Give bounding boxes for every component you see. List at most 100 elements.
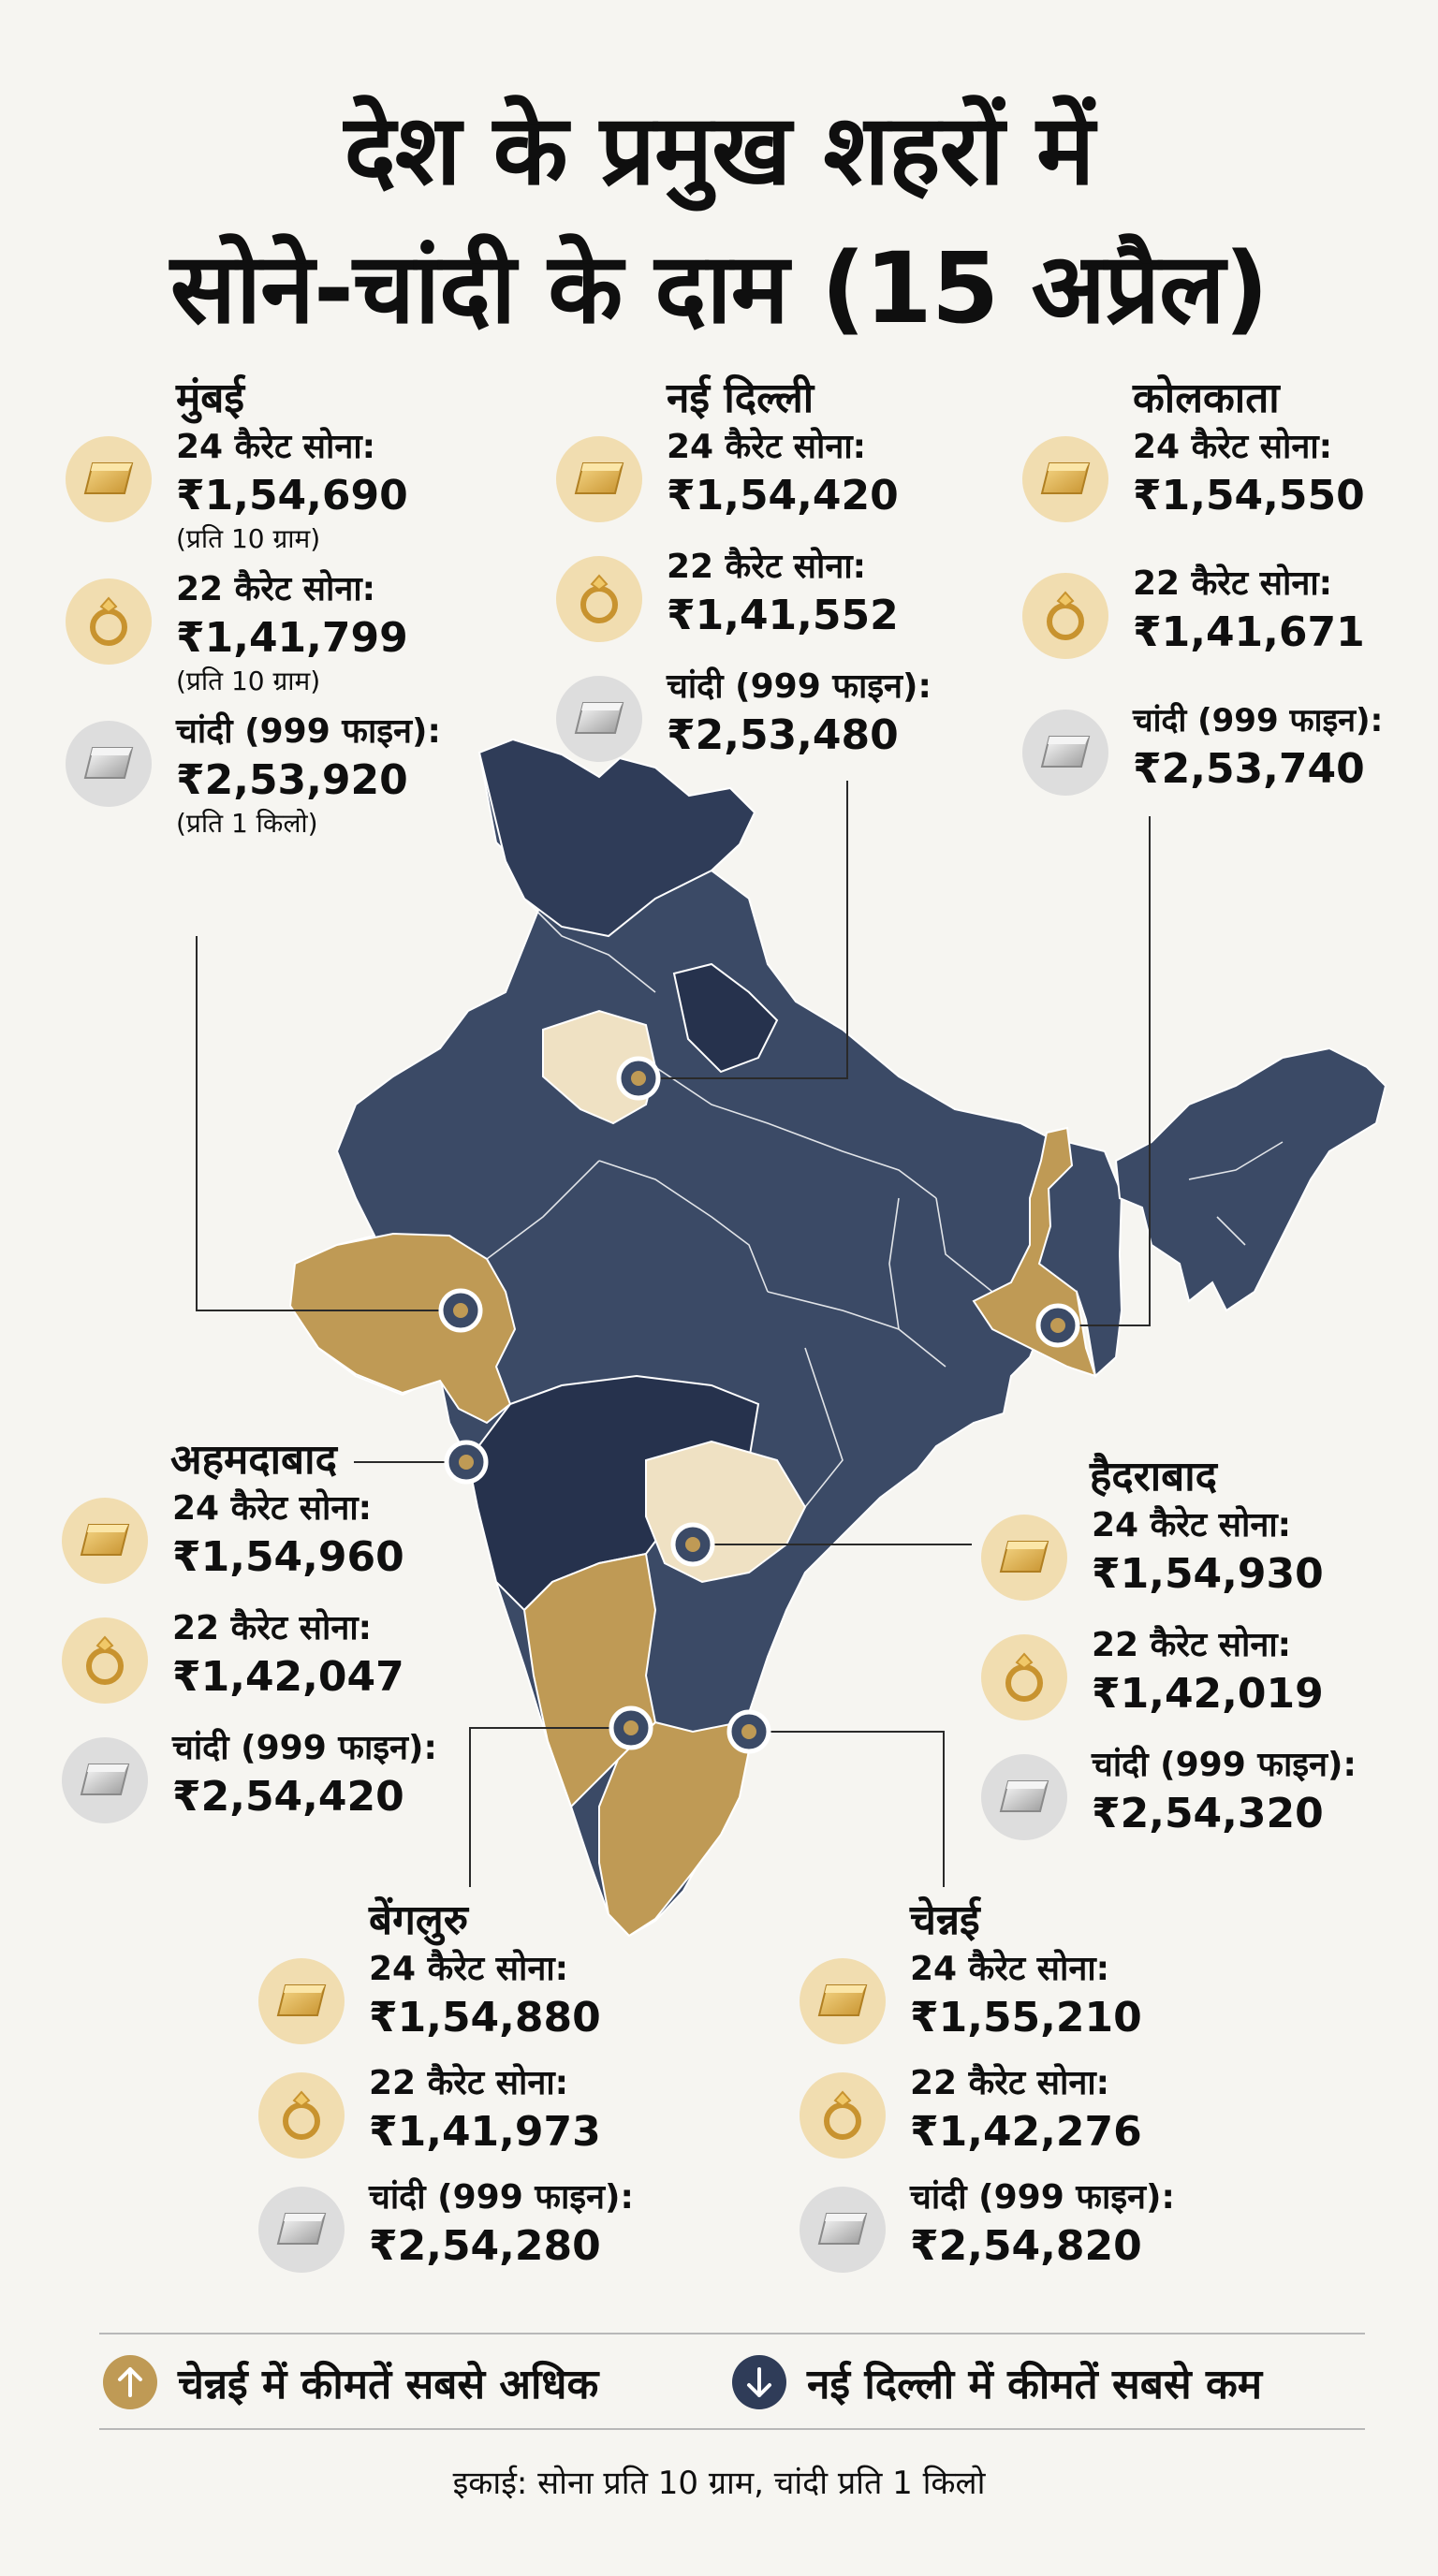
- price-row-gold22: 22 कैरेट सोना: ₹1,42,047: [62, 1606, 502, 1726]
- silver-bar-icon: [62, 1737, 148, 1823]
- marker-hyderabad: [670, 1522, 715, 1567]
- gold-bar-icon: [981, 1515, 1067, 1601]
- price-unit: (प्रति 1 किलो): [176, 808, 318, 839]
- marker-ahmedabad: [444, 1440, 489, 1485]
- city-panel-ahmedabad: अहमदाबाद 24 कैरेट सोना: ₹1,54,960 22 कैर…: [62, 1434, 502, 1846]
- gold-bar-icon: [800, 1958, 886, 2044]
- gold-bar-icon: [1022, 436, 1108, 522]
- silver-bar-icon: [556, 676, 642, 762]
- price-value: ₹1,55,210: [910, 1994, 1142, 2042]
- price-row-silver: चांदी (999 फाइन): ₹2,53,740: [1022, 698, 1425, 835]
- price-value: ₹1,41,671: [1133, 608, 1365, 656]
- gold-ring-icon: [258, 2072, 345, 2159]
- arrow-down-icon: [732, 2355, 786, 2409]
- price-row-silver: चांदी (999 फाइन): ₹2,53,480: [556, 665, 996, 784]
- price-label: 22 कैरेट सोना:: [172, 1609, 373, 1647]
- footer-unit-note: इकाई: सोना प्रति 10 ग्राम, चांदी प्रति 1…: [452, 2465, 986, 2502]
- city-name: नई दिल्ली: [667, 374, 814, 422]
- price-label: 24 कैरेट सोना:: [172, 1489, 373, 1528]
- price-value: ₹1,41,973: [369, 2108, 601, 2156]
- gold-ring-icon: [800, 2072, 886, 2159]
- price-value: ₹1,54,420: [667, 472, 899, 520]
- gold-bar-icon: [66, 436, 152, 522]
- india-mainland: [293, 738, 1123, 1938]
- price-label: 22 कैरेट सोना:: [369, 2064, 569, 2102]
- city-panel-bengaluru: बेंगलुरु 24 कैरेट सोना: ₹1,54,880 22 कैर…: [258, 1895, 698, 2290]
- gold-ring-icon: [981, 1634, 1067, 1720]
- city-name: बेंगलुरु: [369, 1896, 469, 1944]
- price-label: चांदी (999 फाइन):: [172, 1729, 437, 1767]
- price-label: 24 कैरेट सोना:: [1133, 428, 1333, 466]
- price-value: ₹2,54,820: [910, 2222, 1142, 2270]
- north-east-region: [1114, 1046, 1387, 1312]
- price-label: 22 कैरेट सोना:: [1092, 1626, 1292, 1664]
- legend-lowest-text: नई दिल्ली में कीमतें सबसे कम: [807, 2361, 1263, 2408]
- arrow-up-icon: [103, 2355, 157, 2409]
- marker-delhi: [616, 1056, 661, 1101]
- price-row-gold24: 24 कैरेट सोना: ₹1,54,550: [1022, 425, 1425, 562]
- legend-highest-text: चेन्नई में कीमतें सबसे अधिक: [178, 2361, 599, 2408]
- city-name: मुंबई: [176, 374, 245, 422]
- price-label: चांदी (999 फाइन):: [667, 667, 932, 706]
- city-name: कोलकाता: [1133, 374, 1280, 422]
- price-label: 24 कैरेट सोना:: [667, 428, 867, 466]
- price-label: चांदी (999 फाइन):: [176, 712, 441, 751]
- price-value: ₹2,54,420: [172, 1773, 404, 1821]
- price-value: ₹1,41,799: [176, 614, 408, 662]
- price-row-gold24: 24 कैरेट सोना: ₹1,54,880: [258, 1947, 698, 2061]
- price-value: ₹2,54,320: [1092, 1790, 1324, 1837]
- price-value: ₹1,54,880: [369, 1994, 601, 2042]
- marker-kolkata: [1035, 1303, 1080, 1348]
- page-title-line-2: सोने-चांदी के दाम (15 अप्रैल): [169, 231, 1269, 345]
- gold-ring-icon: [556, 556, 642, 642]
- price-row-gold22: 22 कैरेट सोना: ₹1,41,799 (प्रति 10 ग्राम…: [66, 567, 506, 710]
- legend-highest: चेन्नई में कीमतें सबसे अधिक: [103, 2349, 598, 2415]
- uttarakhand: [672, 962, 779, 1074]
- price-label: 22 कैरेट सोना:: [176, 570, 376, 608]
- city-name: चेन्नई: [910, 1896, 980, 1944]
- price-row-silver: चांदी (999 फाइन): ₹2,54,420: [62, 1726, 502, 1846]
- price-row-gold24: 24 कैरेट सोना: ₹1,55,210: [800, 1947, 1240, 2061]
- city-panel-delhi: नई दिल्ली 24 कैरेट सोना: ₹1,54,420 22 कै…: [556, 373, 996, 784]
- price-label: चांदी (999 फाइन):: [1092, 1746, 1357, 1784]
- price-row-silver: चांदी (999 फाइन): ₹2,54,280: [258, 2175, 698, 2290]
- city-name: अहमदाबाद: [170, 1436, 337, 1484]
- legend-divider-top: [99, 2333, 1365, 2334]
- price-label: चांदी (999 फाइन):: [910, 2178, 1175, 2217]
- price-unit: (प्रति 10 ग्राम): [176, 523, 321, 554]
- price-unit: (प्रति 10 ग्राम): [176, 666, 321, 696]
- connector-lines: [196, 781, 1151, 1887]
- price-label: 22 कैरेट सोना:: [667, 548, 867, 586]
- gold-bar-icon: [556, 436, 642, 522]
- price-label: चांदी (999 फाइन):: [1133, 702, 1384, 739]
- gold-bar-icon: [62, 1498, 148, 1584]
- price-row-gold22: 22 कैरेट सोना: ₹1,42,019: [981, 1623, 1421, 1743]
- silver-bar-icon: [1022, 710, 1108, 796]
- page-title-line-1: देश के प्रमुख शहरों में: [344, 93, 1095, 207]
- price-value: ₹1,54,690: [176, 472, 408, 520]
- marker-bengaluru: [609, 1705, 653, 1750]
- gold-ring-icon: [1022, 573, 1108, 659]
- price-row-gold24: 24 कैरेट सोना: ₹1,54,960: [62, 1486, 502, 1606]
- price-value: ₹2,54,280: [369, 2222, 601, 2270]
- price-value: ₹1,54,930: [1092, 1550, 1324, 1598]
- silver-bar-icon: [800, 2187, 886, 2273]
- gold-bar-icon: [258, 1958, 345, 2044]
- price-value: ₹1,41,552: [667, 592, 899, 639]
- price-row-gold22: 22 कैरेट सोना: ₹1,41,552: [556, 545, 996, 665]
- silver-bar-icon: [981, 1754, 1067, 1840]
- price-row-gold22: 22 कैरेट सोना: ₹1,41,973: [258, 2061, 698, 2175]
- price-row-silver: चांदी (999 फाइन): ₹2,54,820: [800, 2175, 1240, 2290]
- city-panel-kolkata: कोलकाता 24 कैरेट सोना: ₹1,54,550 22 कैरे…: [1022, 373, 1425, 835]
- city-markers: [438, 1056, 1080, 1754]
- price-label: चांदी (999 फाइन):: [369, 2178, 634, 2217]
- price-label: 24 कैरेट सोना:: [1092, 1506, 1292, 1544]
- price-label: 24 कैरेट सोना:: [910, 1950, 1110, 1988]
- price-value: ₹1,42,047: [172, 1653, 404, 1701]
- price-label: 22 कैरेट सोना:: [910, 2064, 1110, 2102]
- price-row-gold22: 22 कैरेट सोना: ₹1,42,276: [800, 2061, 1240, 2175]
- price-label: 22 कैरेट सोना:: [1133, 564, 1333, 603]
- price-row-silver: चांदी (999 फाइन): ₹2,54,320: [981, 1743, 1421, 1863]
- price-row-gold24: 24 कैरेट सोना: ₹1,54,930: [981, 1503, 1421, 1623]
